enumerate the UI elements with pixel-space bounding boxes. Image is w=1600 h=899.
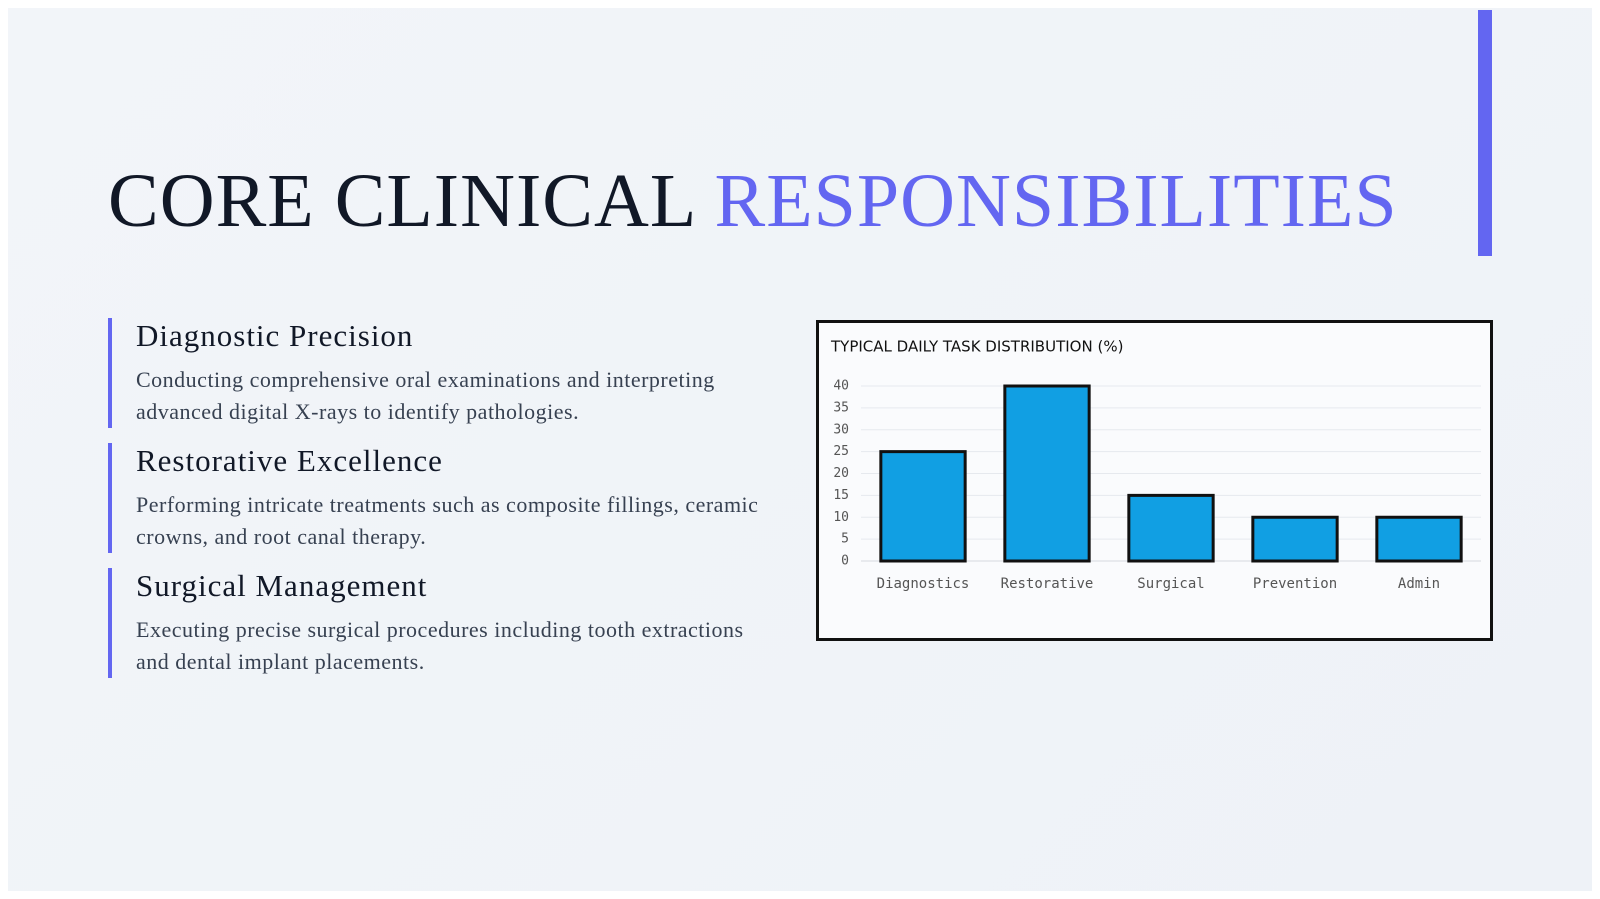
y-tick-label: 20 xyxy=(833,466,849,481)
title-accent: RESPONSIBILITIES xyxy=(714,159,1398,243)
item: Surgical Management Executing precise sur… xyxy=(108,568,776,678)
item-heading: Surgical Management xyxy=(136,568,428,603)
y-tick-label: 30 xyxy=(833,422,849,437)
y-tick-label: 10 xyxy=(833,510,849,525)
item-text: Conducting comprehensive oral examinatio… xyxy=(136,367,715,424)
y-tick-label: 40 xyxy=(833,379,849,394)
accent-bar xyxy=(1478,10,1492,256)
chart-card: TYPICAL DAILY TASK DISTRIBUTION (%) 0 5 10… xyxy=(816,320,1493,641)
chart: TYPICAL DAILY TASK DISTRIBUTION (%) 0 5 10… xyxy=(830,338,1481,592)
bar xyxy=(1003,384,1091,563)
bar xyxy=(879,450,967,563)
bar xyxy=(1251,515,1339,563)
item: Diagnostic Precision Conducting comprehen… xyxy=(108,318,776,428)
title-dark: CORE CLINICAL xyxy=(108,159,695,243)
chart-title: TYPICAL DAILY TASK DISTRIBUTION (%) xyxy=(830,338,1123,356)
item: Restorative Excellence Performing intrica… xyxy=(108,443,776,553)
item-text: Executing precise surgical procedures in… xyxy=(136,617,744,674)
y-tick-label: 5 xyxy=(841,532,849,547)
title: CORE CLINICAL RESPONSIBILITIES xyxy=(108,158,1398,245)
x-tick-label: Prevention xyxy=(1253,576,1337,592)
x-tick-label: Surgical xyxy=(1137,576,1204,592)
item-text: Performing intricate treatments such as … xyxy=(136,492,759,549)
y-tick-label: 25 xyxy=(833,444,849,459)
y-tick-label: 0 xyxy=(841,554,849,569)
bar xyxy=(1375,515,1463,563)
item-heading: Diagnostic Precision xyxy=(136,318,414,353)
bar xyxy=(1127,493,1215,563)
y-tick-label: 15 xyxy=(833,488,849,503)
y-tick-label: 35 xyxy=(833,400,849,415)
x-tick-label: Diagnostics xyxy=(877,576,970,592)
x-tick-label: Restorative xyxy=(1001,576,1094,592)
slide: CORE CLINICAL RESPONSIBILITIES Diagnosti… xyxy=(8,8,1592,891)
x-tick-label: Admin xyxy=(1398,576,1440,592)
item-heading: Restorative Excellence xyxy=(136,443,443,478)
